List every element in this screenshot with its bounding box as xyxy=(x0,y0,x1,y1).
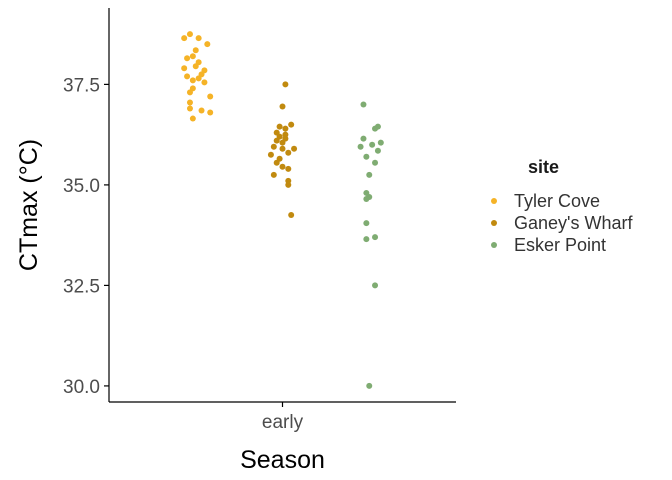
data-point xyxy=(285,165,292,172)
legend-title: site xyxy=(528,157,559,177)
data-point xyxy=(372,159,379,166)
legend-key xyxy=(491,220,497,226)
data-point xyxy=(363,220,370,227)
x-tick-label: early xyxy=(262,412,304,433)
data-point xyxy=(198,107,205,114)
data-point xyxy=(184,55,191,62)
data-point xyxy=(285,181,292,188)
data-point xyxy=(189,77,196,84)
data-point xyxy=(366,382,373,389)
data-point xyxy=(279,163,286,170)
data-point xyxy=(267,151,274,158)
data-point xyxy=(186,31,193,38)
data-point xyxy=(186,99,193,106)
data-point xyxy=(374,147,381,154)
data-point xyxy=(189,115,196,122)
y-tick-label: 37.5 xyxy=(63,75,100,96)
data-point xyxy=(372,125,379,132)
data-point xyxy=(291,145,298,152)
y-axis-title: CTmax (°C) xyxy=(15,139,43,271)
data-point xyxy=(282,81,289,88)
data-point xyxy=(369,141,376,148)
data-point xyxy=(279,103,286,110)
data-point xyxy=(285,149,292,156)
data-point xyxy=(192,63,199,70)
data-point xyxy=(195,35,202,42)
legend-key xyxy=(491,242,497,248)
data-point xyxy=(363,195,370,202)
data-point xyxy=(279,139,286,146)
data-point xyxy=(201,79,208,86)
x-axis-title: Season xyxy=(240,446,325,474)
data-point xyxy=(270,171,277,178)
data-point xyxy=(207,109,214,116)
data-point xyxy=(288,212,295,219)
data-point xyxy=(363,153,370,160)
data-point xyxy=(207,93,214,100)
data-point xyxy=(184,73,191,80)
x-axis-ticks: early xyxy=(262,402,304,433)
data-point xyxy=(186,105,193,112)
data-point xyxy=(270,143,277,150)
legend-label: Esker Point xyxy=(514,235,606,255)
data-point xyxy=(288,121,295,128)
y-axis-ticks: 30.0 32.5 35.0 37.5 xyxy=(63,75,109,398)
legend-label: Tyler Cove xyxy=(514,191,600,211)
y-tick-label: 30.0 xyxy=(63,377,100,398)
data-point xyxy=(357,143,364,150)
data-point xyxy=(195,75,202,82)
y-tick-label: 32.5 xyxy=(63,276,100,297)
data-point xyxy=(181,35,188,42)
data-point xyxy=(360,101,367,108)
data-point xyxy=(192,47,199,54)
data-point xyxy=(276,123,283,130)
data-point xyxy=(377,139,384,146)
data-point xyxy=(372,234,379,241)
y-tick-label: 35.0 xyxy=(63,176,100,197)
data-point xyxy=(360,135,367,142)
data-point xyxy=(189,53,196,60)
data-point xyxy=(279,145,286,152)
legend-label: Ganey's Wharf xyxy=(514,213,633,233)
data-point xyxy=(181,65,188,72)
data-point xyxy=(273,137,280,144)
data-points xyxy=(181,31,384,389)
data-point xyxy=(273,159,280,166)
legend-key xyxy=(491,198,497,204)
data-point xyxy=(363,236,370,243)
data-point xyxy=(186,89,193,96)
data-point xyxy=(372,282,379,289)
data-point xyxy=(282,125,289,132)
data-point xyxy=(366,171,373,178)
data-point xyxy=(204,41,211,48)
